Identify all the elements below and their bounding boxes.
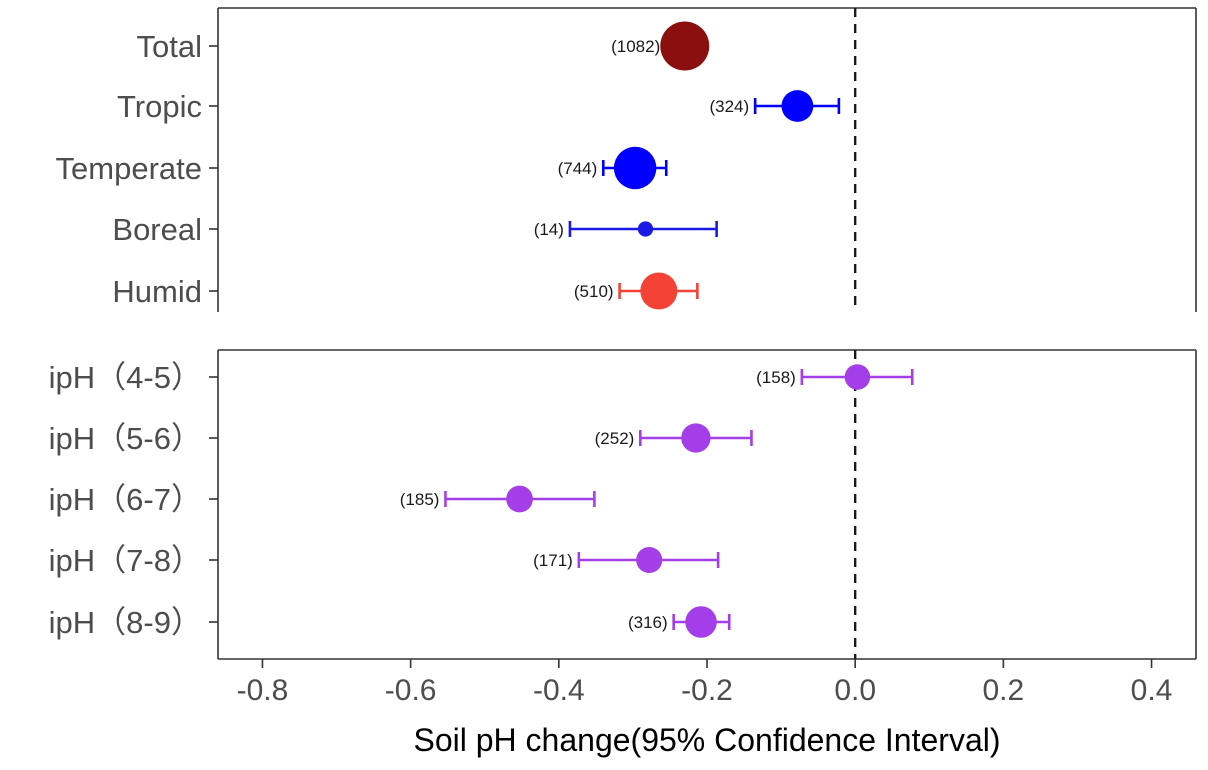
x-axis: -0.8 -0.6 -0.4 -0.2 0.0 0.2 0.4 (237, 659, 1173, 707)
category-label-iph-4-5: ipH（4-5） (49, 360, 202, 395)
x-tick-label-0-0: 0.0 (834, 674, 876, 707)
x-tick-label-0-2: 0.2 (983, 674, 1025, 707)
point-boreal (637, 221, 654, 237)
sample-size-label-temperate: (744) (558, 159, 598, 178)
category-label-temperate: Temperate (56, 151, 202, 186)
sample-size-label-tropic: (324) (709, 97, 749, 116)
x-tick-label-minus-0-4: -0.4 (533, 674, 585, 707)
sample-size-label-iph-4-5: (158) (756, 368, 796, 387)
category-label-boreal: Boreal (112, 212, 202, 247)
panel-climate-content: Total (1082) Tropic (324) Temperate (744) Bore… (56, 8, 857, 312)
point-humid (640, 272, 678, 310)
category-label-tropic: Tropic (117, 89, 202, 124)
sample-size-label-iph-5-6: (252) (595, 429, 635, 448)
point-iph-7-8 (636, 546, 663, 574)
sample-size-label-total: (1082) (611, 37, 660, 56)
point-iph-8-9 (685, 606, 717, 638)
category-label-iph-6-7: ipH（6-7） (49, 482, 202, 517)
x-tick-label-minus-0-8: -0.8 (237, 674, 289, 707)
panel-ipH-content: ipH（4-5） (158) ipH（5-6） (252) ipH（6-7） (185) i… (49, 350, 914, 659)
x-tick-label-minus-0-2: -0.2 (681, 674, 733, 707)
category-label-humid: Humid (112, 274, 202, 309)
sample-size-label-humid: (510) (574, 282, 614, 301)
category-label-iph-8-9: ipH（8-9） (49, 605, 202, 640)
sample-size-label-iph-8-9: (316) (628, 613, 668, 632)
panel-climate: Total (1082) Tropic (324) Temperate (744) Bore… (56, 7, 1197, 312)
point-iph-5-6 (681, 423, 711, 453)
category-label-iph-7-8: ipH（7-8） (49, 543, 202, 578)
sample-size-label-boreal: (14) (534, 220, 564, 239)
category-label-iph-5-6: ipH（5-6） (49, 421, 202, 456)
panel-ipH: ipH（4-5） (158) ipH（5-6） (252) ipH（6-7） (185) i… (49, 349, 1197, 660)
point-iph-4-5 (844, 364, 871, 390)
x-tick-label-minus-0-6: -0.6 (385, 674, 437, 707)
sample-size-label-iph-6-7: (185) (400, 490, 440, 509)
point-iph-6-7 (506, 485, 533, 513)
point-total (660, 21, 710, 71)
sample-size-label-iph-7-8: (171) (533, 551, 573, 570)
category-label-total: Total (137, 29, 202, 64)
x-tick-label-0-4: 0.4 (1131, 674, 1173, 707)
point-temperate (613, 146, 657, 190)
point-tropic (781, 90, 814, 122)
x-axis-title: Soil pH change(95% Confidence Interval) (414, 722, 1001, 758)
